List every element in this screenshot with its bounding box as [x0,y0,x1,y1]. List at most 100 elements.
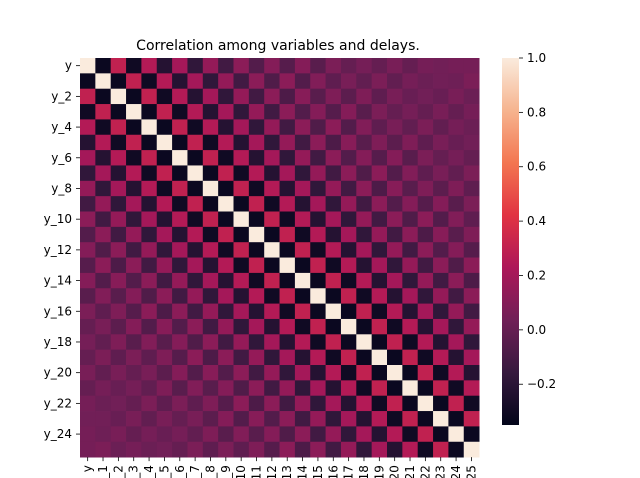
y-tick-label: y_16 [44,304,72,318]
heatmap-cell [356,365,373,381]
heatmap-cell [248,395,265,412]
heatmap-cell [463,226,480,243]
heatmap-cell [325,242,342,258]
heatmap-cell [448,257,465,274]
heatmap-cell [156,165,173,182]
colorbar-ticks: 1.0 0.8 0.6 0.4 0.2 0.0 −0.2 [519,51,556,391]
heatmap-cell [417,211,434,228]
heatmap-cell [325,104,342,120]
heatmap-cell [248,119,265,136]
heatmap-cell [233,165,250,182]
heatmap-cell [126,272,142,289]
heatmap-cell [371,180,388,197]
heatmap-cell [387,226,403,243]
heatmap-cell [463,58,480,74]
heatmap-cell [356,303,373,320]
y-tick-label: y_20 [44,366,72,380]
heatmap-cell [95,150,112,166]
heatmap-cell [95,395,112,412]
heatmap-cell [264,104,280,120]
heatmap-cell [95,73,112,90]
x-tick-label: y_9 [219,465,233,478]
heatmap-cell [294,318,311,335]
y-tick-label: y [65,59,72,73]
heatmap-cell [417,88,434,105]
heatmap-cell [310,303,326,320]
heatmap-cell [110,119,127,136]
heatmap-cell [264,119,280,136]
heatmap-cell [387,88,403,105]
heatmap-cell [356,180,373,197]
heatmap-cell [233,349,250,366]
heatmap-cell [264,150,280,166]
heatmap-cell [187,134,204,151]
heatmap-cell [202,104,219,120]
heatmap-cell [126,88,142,105]
heatmap-cell [264,411,280,427]
heatmap-cell [172,165,188,182]
heatmap-cell [433,411,449,427]
heatmap-cell [340,119,357,136]
heatmap-cell [325,88,342,105]
heatmap-cell [172,88,188,105]
heatmap-cell [156,426,173,443]
y-tick-label: y_4 [51,120,72,134]
heatmap-cell [294,211,311,228]
x-tick-label: y_3 [127,465,141,478]
heatmap-cell [218,426,234,443]
heatmap-cell [218,242,234,258]
heatmap-cell [95,242,112,258]
heatmap-cell [202,303,219,320]
heatmap-cell [371,257,388,274]
heatmap-cell [80,395,96,412]
heatmap-cell [187,365,204,381]
y-tick-label: y_18 [44,335,72,349]
heatmap-cell [325,150,342,166]
heatmap-cell [279,303,296,320]
heatmap-cell [371,395,388,412]
heatmap-cell [264,226,280,243]
heatmap-cell [248,272,265,289]
heatmap-cell [141,119,158,136]
heatmap-cell [202,134,219,151]
heatmap-cell [172,288,188,304]
heatmap-cell [402,303,419,320]
heatmap-cell [433,104,449,120]
heatmap-cell [433,288,449,304]
heatmap-cell [417,365,434,381]
heatmap-cell [371,134,388,151]
heatmap-cell [248,134,265,151]
heatmap-cell [172,426,188,443]
heatmap-cell [325,426,342,443]
x-tick-label: y_24 [449,465,463,478]
heatmap-cell [417,334,434,351]
heatmap-cell [110,73,127,90]
heatmap-cell [325,134,342,151]
heatmap-cell [248,150,265,166]
heatmap-cell [417,288,434,304]
heatmap-cell [126,226,142,243]
heatmap-cell [95,211,112,228]
heatmap-cell [141,150,158,166]
x-tick-labels: yy_1y_2y_3y_4y_5y_6y_7y_8y_9y_10y_11y_12… [81,457,478,478]
heatmap-cell [218,441,234,458]
heatmap-cell [141,88,158,105]
heatmap-cell [110,211,127,228]
heatmap-cell [218,395,234,412]
heatmap-cell [172,134,188,151]
heatmap-cell [248,303,265,320]
chart-title: Correlation among variables and delays. [136,38,420,54]
heatmap-cell [433,318,449,335]
heatmap-cell [294,441,311,458]
heatmap-cell [202,88,219,105]
heatmap-cell [156,334,173,351]
heatmap-cell [141,257,158,274]
heatmap-cell [433,150,449,166]
heatmap-cell [80,334,96,351]
heatmap-cell [448,119,465,136]
heatmap-cell [80,150,96,166]
heatmap-cell [387,426,403,443]
heatmap-cell [371,211,388,228]
heatmap-cell [417,395,434,412]
x-tick-label: y_13 [280,465,294,478]
